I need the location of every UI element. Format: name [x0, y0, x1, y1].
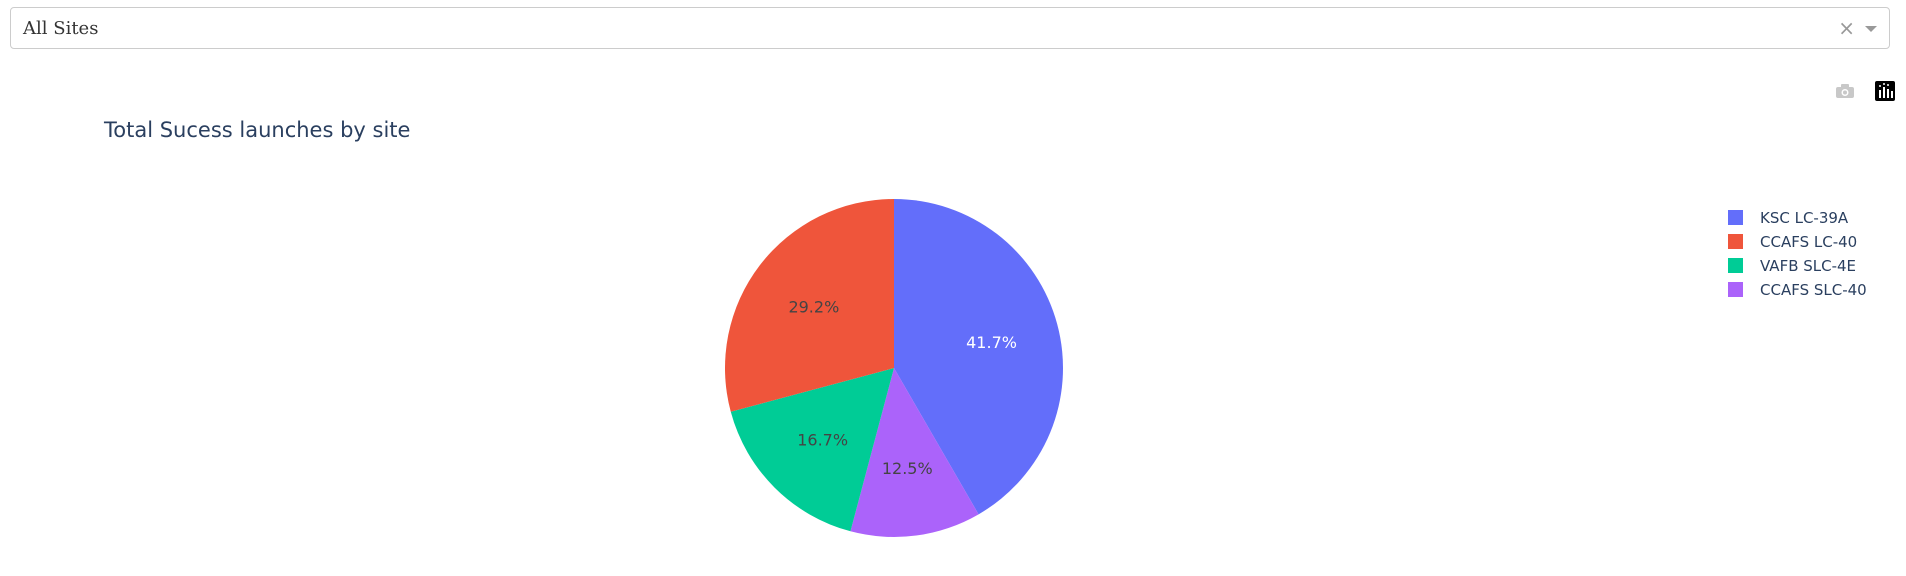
chevron-down-icon[interactable] [1865, 26, 1877, 32]
pie-chart-svg: Total Sucess launches by site 41.7% 12.5%… [103, 118, 1867, 537]
legend-swatch [1728, 210, 1743, 225]
plotly-logo-icon[interactable] [1874, 80, 1896, 102]
legend-item-vafb-slc-4e[interactable]: VAFB SLC-4E [1728, 257, 1856, 275]
chart-title: Total Sucess launches by site [103, 118, 410, 142]
pie-slice-label: 12.5% [882, 459, 933, 478]
legend-item-ccafs-slc-40[interactable]: CCAFS SLC-40 [1728, 281, 1867, 299]
legend-label: CCAFS SLC-40 [1760, 281, 1867, 299]
pie-slice-label: 16.7% [797, 430, 848, 449]
legend-swatch [1728, 258, 1743, 273]
legend-label: VAFB SLC-4E [1760, 257, 1856, 275]
pie-slice-label: 29.2% [788, 298, 839, 317]
legend-item-ksc-lc-39a[interactable]: KSC LC-39A [1728, 209, 1849, 227]
pie-slice-ksc-lc-39a[interactable] [894, 199, 1064, 515]
legend-swatch [1728, 282, 1743, 297]
legend-item-ccafs-lc-40[interactable]: CCAFS LC-40 [1728, 233, 1857, 251]
chart-modebar [1834, 80, 1896, 102]
legend-swatch [1728, 234, 1743, 249]
clear-icon[interactable]: × [1838, 16, 1855, 40]
site-dropdown[interactable]: All Sites × [10, 7, 1890, 49]
pie-slice-ccafs-lc-40[interactable] [725, 199, 894, 412]
chart-legend: KSC LC-39A CCAFS LC-40 VAFB SLC-4E CCAFS SL… [1728, 209, 1867, 299]
dropdown-selected-value: All Sites [23, 17, 99, 39]
pie-chart-container: Total Sucess launches by site 41.7% 12.5%… [0, 60, 1906, 572]
camera-icon[interactable] [1834, 80, 1856, 102]
pie-slice-label: 41.7% [966, 333, 1017, 352]
legend-label: KSC LC-39A [1760, 209, 1849, 227]
pie-slice-ccafs-slc-40[interactable] [850, 368, 979, 537]
pie-slice-labels: 41.7% 12.5% 16.7% 29.2% [788, 298, 1017, 479]
pie-slices [725, 199, 1064, 537]
legend-label: CCAFS LC-40 [1760, 233, 1857, 251]
pie-slice-vafb-slc-4e[interactable] [730, 368, 894, 532]
